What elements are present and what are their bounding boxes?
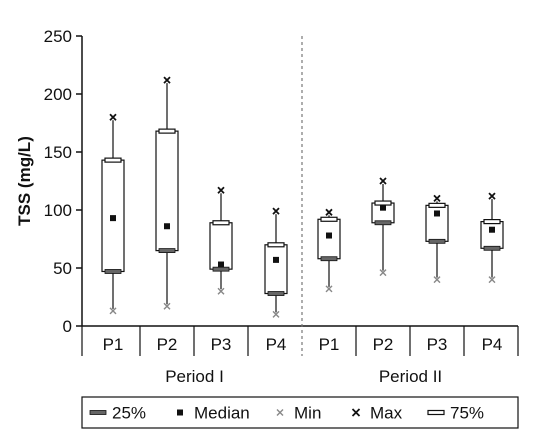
max-marker [379, 177, 387, 185]
legend-label: 75% [450, 404, 484, 423]
x-tick-label: P4 [482, 335, 503, 354]
box-layer [101, 76, 504, 318]
x-tick-label: P2 [373, 335, 394, 354]
iqr-box [480, 221, 504, 249]
legend-swatch-q3 [427, 409, 445, 416]
legend-label: Median [194, 404, 250, 423]
median-marker [273, 256, 279, 263]
label-layer: P1 P2 P3 P4 Period I P1 P2 P3 P4 Period II [103, 335, 503, 386]
max-marker [109, 113, 117, 121]
legend-item-median: Median [177, 404, 250, 423]
iqr-box [155, 130, 179, 252]
median-marker [326, 232, 332, 239]
x-tick-label: P3 [211, 335, 232, 354]
y-tick-label: 150 [44, 143, 72, 162]
box-period-i-p4 [264, 207, 288, 318]
q1-marker [158, 248, 176, 254]
iqr-box [264, 244, 288, 295]
min-marker [325, 285, 333, 293]
min-marker [217, 287, 225, 295]
y-tick-label: 250 [44, 27, 72, 46]
median-marker [218, 261, 224, 268]
q1-marker [320, 256, 338, 262]
x-tick-label: P1 [319, 335, 340, 354]
box-period-i-p3 [209, 186, 233, 295]
min-marker [379, 269, 387, 277]
x-tick-label: P4 [266, 335, 287, 354]
x-tick-label: P1 [103, 335, 124, 354]
q3-marker [374, 200, 392, 206]
legend-item-q3: 75% [427, 404, 484, 423]
legend-swatch-max [351, 408, 361, 417]
min-marker [433, 276, 441, 284]
x-tick-label: P3 [427, 335, 448, 354]
box-period-ii-p1 [317, 208, 341, 293]
y-tick-label: 100 [44, 201, 72, 220]
q1-marker [212, 266, 230, 272]
max-marker [325, 208, 333, 216]
q3-marker [212, 220, 230, 226]
q1-marker [483, 245, 501, 251]
min-marker [163, 302, 171, 310]
max-marker [163, 76, 171, 84]
legend-item-min: Min [276, 404, 321, 423]
median-marker [110, 215, 116, 222]
legend-item-q1: 25% [89, 404, 146, 423]
iqr-box [317, 218, 341, 260]
max-marker [272, 207, 280, 215]
box-period-ii-p4 [480, 192, 504, 284]
legend-swatch-q1 [89, 410, 107, 415]
q3-marker [267, 242, 285, 248]
q1-marker [267, 291, 285, 296]
y-tick-label: 200 [44, 85, 72, 104]
legend-label: 25% [112, 404, 146, 423]
legend-frame [81, 396, 519, 429]
period-label: Period II [379, 367, 442, 386]
box-period-i-p1 [101, 113, 125, 315]
q1-marker [104, 269, 122, 274]
median-marker [489, 226, 495, 233]
max-marker [217, 186, 225, 194]
min-marker [272, 310, 280, 318]
min-marker [488, 276, 496, 284]
q3-marker [483, 219, 501, 225]
median-marker [434, 210, 440, 217]
q1-marker [428, 238, 446, 244]
y-axis-title: TSS (mg/L) [15, 136, 34, 226]
median-marker [380, 204, 386, 211]
legend-label: Min [294, 404, 321, 423]
min-marker [109, 307, 117, 315]
q1-marker [374, 220, 392, 226]
max-marker [433, 194, 441, 203]
q3-marker [158, 128, 176, 134]
q3-marker [320, 216, 338, 222]
legend-swatch-min [276, 409, 284, 416]
q3-marker [104, 157, 122, 163]
box-period-ii-p2 [371, 177, 395, 277]
legend-item-max: Max [351, 404, 403, 423]
box-period-ii-p3 [425, 194, 449, 284]
max-marker [488, 192, 496, 200]
legend-label: Max [370, 404, 403, 423]
legend-swatch-median [177, 409, 183, 416]
y-tick-label: 50 [53, 259, 72, 278]
x-tick-label: P2 [157, 335, 178, 354]
box-period-i-p2 [155, 76, 179, 310]
legend: 25% Median Min Max 75% [81, 396, 519, 429]
axis-layer: 0 50 100 150 200 250 TSS (mg/L) [15, 27, 519, 356]
median-marker [164, 223, 170, 230]
period-label: Period I [165, 367, 224, 386]
y-tick-label: 0 [63, 317, 72, 336]
q3-marker [428, 202, 446, 208]
